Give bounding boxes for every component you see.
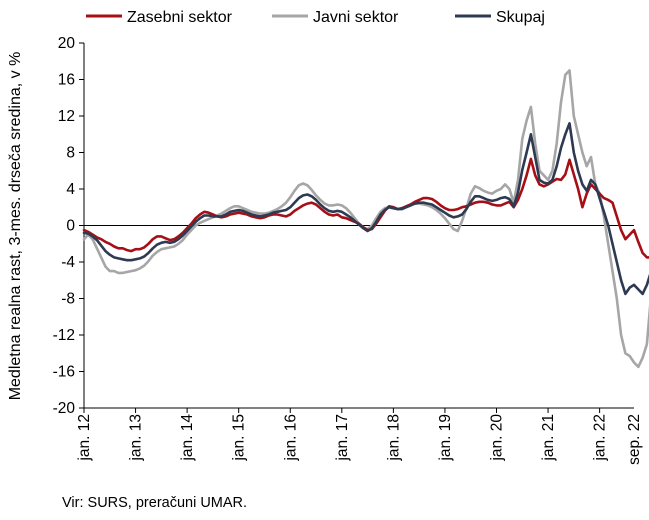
y-tick-label: 20 — [58, 35, 76, 52]
legend-label: Skupaj — [496, 9, 545, 26]
legend-label: Javni sektor — [313, 9, 399, 26]
y-tick-label: -12 — [53, 327, 75, 344]
y-axis-label: Medletna realna rast, 3-mes. drseča sred… — [7, 52, 24, 401]
y-tick-label: -4 — [61, 254, 75, 271]
x-tick-label: jan. 16 — [282, 414, 299, 462]
y-tick-label: 8 — [66, 145, 75, 162]
y-tick-label: -16 — [53, 364, 75, 381]
x-tick-label: jan. 22 — [592, 414, 609, 462]
x-tick-label: jan. 12 — [76, 414, 93, 462]
x-tick-label: jan. 14 — [179, 414, 196, 462]
y-tick-label: 4 — [66, 181, 75, 198]
x-tick-label: jan. 15 — [231, 414, 248, 462]
x-axis-ticks: jan. 12 jan. 13 jan. 14 jan. 15 jan. 16 jan. … — [76, 408, 643, 465]
plot-area — [82, 43, 649, 409]
y-tick-label: 0 — [66, 218, 75, 235]
source-note: Vir: SURS, preračuni UMAR. — [62, 495, 248, 511]
x-tick-label: jan. 21 — [540, 414, 557, 462]
series-line-javni-sektor — [82, 69, 649, 369]
y-tick-label: -20 — [53, 400, 76, 417]
legend: Zasebni sektor Javni sektor Skupaj — [86, 9, 545, 26]
y-axis-ticks: -20 -16 -12 -8 -4 0 4 8 12 16 20 — [53, 35, 84, 417]
x-tick-label: jan. 13 — [128, 414, 145, 462]
y-tick-label: -8 — [61, 291, 75, 308]
y-tick-label: 12 — [58, 108, 75, 125]
x-tick-label: jan. 18 — [385, 414, 402, 462]
x-tick-label: jan. 17 — [334, 414, 351, 462]
x-tick-label: jan. 20 — [489, 414, 506, 462]
y-tick-label: 16 — [58, 72, 75, 89]
x-tick-label: sep. 22 — [626, 414, 643, 465]
series-line-skupaj — [82, 122, 649, 296]
x-tick-label: jan. 19 — [437, 414, 454, 462]
legend-label: Zasebni sektor — [127, 9, 233, 26]
